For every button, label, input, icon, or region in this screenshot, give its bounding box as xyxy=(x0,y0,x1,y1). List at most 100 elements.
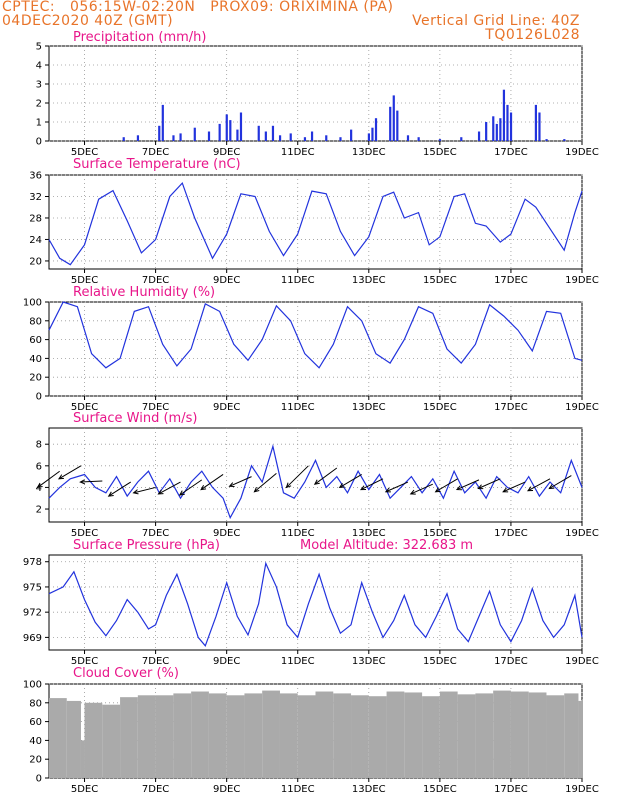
wind-arrow xyxy=(108,481,131,497)
y-tick-label: 0 xyxy=(36,137,42,148)
precip-bar xyxy=(264,131,267,141)
cloud-bar xyxy=(244,693,263,778)
y-tick-label: 80 xyxy=(29,316,42,327)
cloud-bar xyxy=(102,704,121,778)
wind-arrow xyxy=(314,467,338,485)
wind-arrow-head xyxy=(36,482,43,489)
cloud-bar xyxy=(368,696,387,778)
plot-frame xyxy=(48,301,583,397)
x-tick-label: 11DEC xyxy=(281,784,315,795)
cloud-bar xyxy=(262,690,280,778)
wind-arrow xyxy=(502,481,526,493)
x-tick-label: 17DEC xyxy=(494,147,528,158)
wind-arrow xyxy=(80,480,103,483)
wind-title: Surface Wind (m/s) xyxy=(73,411,197,426)
precip-bar xyxy=(371,127,374,141)
x-tick-label: 13DEC xyxy=(352,147,386,158)
press-title: Surface Pressure (hPa) xyxy=(73,538,220,553)
precip-bar xyxy=(538,112,541,141)
x-tick-label: 17DEC xyxy=(494,275,528,286)
wind-arrow xyxy=(286,465,309,488)
x-tick-label: 5DEC xyxy=(71,402,98,413)
plot-frame xyxy=(48,554,583,651)
temp-series-line xyxy=(48,181,583,266)
x-tick-label: 7DEC xyxy=(142,147,169,158)
precip-bar xyxy=(396,110,399,141)
precip-bar xyxy=(325,135,328,141)
precip-bar xyxy=(271,125,275,141)
wind-arrow-head xyxy=(313,479,320,485)
cloud-bar xyxy=(173,693,192,778)
plot-frame xyxy=(48,45,583,142)
precip-bar xyxy=(477,131,481,141)
precip-bar xyxy=(172,135,175,141)
wind-arrow xyxy=(254,472,277,493)
x-tick-label: 19DEC xyxy=(565,147,599,158)
wind-arrow xyxy=(37,470,60,488)
wind-arrow xyxy=(549,475,572,489)
x-tick-label: 13DEC xyxy=(352,528,386,539)
x-tick-label: 17DEC xyxy=(494,784,528,795)
y-tick-label: 0 xyxy=(36,392,42,403)
precip-bar xyxy=(417,137,420,141)
cloud-panel: 0 20 40 60 80 100 5DEC 7DEC 9DEC 11DEC 13DEC 15DEC 1… xyxy=(23,666,599,795)
cloud-bar xyxy=(120,697,138,778)
press-panel: 969 972 975 978 5DEC 7DEC 9DEC 11DEC 13DEC 15DEC 1… xyxy=(23,538,599,667)
cloud-bar xyxy=(49,698,67,778)
y-tick-label: 40 xyxy=(29,736,42,747)
cloud-bar xyxy=(578,700,582,778)
x-tick-label: 5DEC xyxy=(71,784,98,795)
x-tick-label: 11DEC xyxy=(281,528,315,539)
y-tick-label: 4 xyxy=(36,483,42,494)
y-tick-label: 40 xyxy=(29,354,42,365)
cloud-bar xyxy=(528,692,547,778)
x-tick-label: 15DEC xyxy=(423,147,457,158)
cloud-bar xyxy=(80,740,85,778)
y-tick-label: 36 xyxy=(29,171,42,182)
precip-bar xyxy=(158,125,161,141)
y-tick-label: 100 xyxy=(23,298,42,309)
wind-arrow xyxy=(527,478,551,492)
y-tick-label: 969 xyxy=(23,633,42,644)
precip-bar xyxy=(278,135,282,141)
cloud-bar xyxy=(208,693,227,778)
wind-arrow-head xyxy=(253,486,260,493)
x-tick-label: 17DEC xyxy=(494,402,528,413)
precip-bar xyxy=(495,123,498,141)
y-tick-label: 24 xyxy=(29,235,42,246)
precip-bar xyxy=(350,129,353,141)
wind-arrow-head xyxy=(409,489,416,495)
rh-panel: 0 20 40 60 80 100 5DEC 7DEC 9DEC 11DEC 13DEC 15DEC 1… xyxy=(23,285,599,413)
x-tick-label: 7DEC xyxy=(142,656,169,667)
header-code: TQ0126L028 xyxy=(485,27,580,43)
precip-bar xyxy=(161,104,164,141)
x-tick-label: 17DEC xyxy=(494,528,528,539)
x-tick-label: 17DEC xyxy=(494,656,528,667)
wind-panel: 2 4 6 8 5DEC 7DEC 9DEC 11DEC 13DEC 15DEC 17DEC 19DE… xyxy=(36,411,599,539)
header-grid-note: Vertical Grid Line: 40Z xyxy=(412,13,580,29)
y-tick-label: 4 xyxy=(36,61,42,72)
wind-arrow-head xyxy=(502,487,509,493)
cloud-bar xyxy=(510,691,529,778)
precip-bar xyxy=(179,133,182,141)
y-tick-label: 8 xyxy=(36,440,42,451)
plot-frame xyxy=(48,174,583,270)
wind-arrow xyxy=(478,478,501,489)
cloud-bar xyxy=(84,702,103,778)
x-tick-label: 19DEC xyxy=(565,528,599,539)
wind-arrow-head xyxy=(132,489,139,495)
cloud-bar xyxy=(422,696,440,778)
cloud-bar xyxy=(475,693,494,778)
cloud-bar xyxy=(279,693,298,778)
precip-title: Precipitation (mm/h) xyxy=(73,30,206,45)
x-tick-label: 15DEC xyxy=(423,528,457,539)
cloud-bar xyxy=(137,695,156,778)
press-subtitle: Model Altitude: 322.683 m xyxy=(300,538,473,553)
cloud-bar xyxy=(582,699,583,778)
precip-bar xyxy=(485,122,488,141)
x-tick-label: 13DEC xyxy=(352,656,386,667)
x-tick-label: 19DEC xyxy=(565,784,599,795)
cloud-bar xyxy=(564,693,579,778)
cloud-bar xyxy=(404,692,423,778)
wind-arrow xyxy=(339,474,362,488)
